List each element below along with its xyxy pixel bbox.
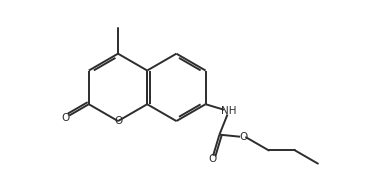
Text: NH: NH — [221, 106, 237, 116]
Text: O: O — [114, 116, 122, 126]
Text: O: O — [208, 154, 216, 164]
Text: O: O — [61, 113, 70, 123]
Text: O: O — [239, 132, 248, 142]
